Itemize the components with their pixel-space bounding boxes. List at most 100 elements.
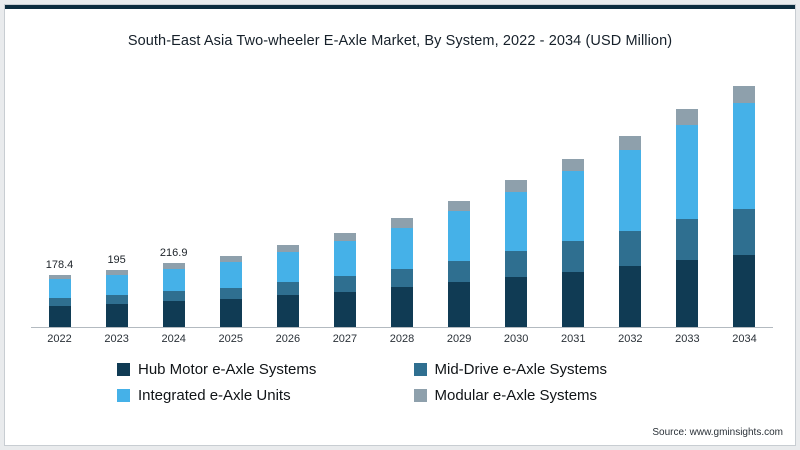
x-axis-label: 2032 <box>618 333 643 345</box>
legend-item[interactable]: Mid-Drive e-Axle Systems <box>413 361 701 378</box>
legend-swatch <box>117 363 130 376</box>
stacked-bar-2032[interactable] <box>619 135 642 327</box>
bar-segment <box>48 279 71 298</box>
bar-segment <box>276 295 299 327</box>
bar-segment <box>162 301 185 327</box>
bar-segment <box>676 124 699 220</box>
stacked-bar-2026[interactable] <box>276 244 299 327</box>
bar-segment <box>676 109 699 125</box>
bar-segment <box>219 255 242 263</box>
bar-segment <box>391 287 413 327</box>
bar-column <box>602 65 659 327</box>
bar-segment <box>48 297 71 306</box>
bar-segment <box>505 277 528 327</box>
stacked-bar-2029[interactable] <box>448 200 471 327</box>
source-text: Source: www.gminsights.com <box>652 427 783 438</box>
bar-column <box>716 65 773 327</box>
x-axis-label: 2025 <box>218 333 244 345</box>
stacked-bar-2030[interactable] <box>505 179 528 327</box>
bar-value-label: 178.4 <box>45 258 74 271</box>
stacked-bar-2022[interactable] <box>48 274 71 327</box>
bar-segment <box>733 102 756 210</box>
stacked-bar-2027[interactable] <box>333 232 356 327</box>
bar-column: 195 <box>88 65 145 327</box>
x-axis-labels: 2022 2023 2024 2025 2026 2027 2028 2029 2030 2031… <box>31 328 773 345</box>
stacked-bar-2025[interactable] <box>219 255 242 327</box>
bar-segment <box>562 158 585 172</box>
stacked-bar-2023[interactable] <box>105 269 128 327</box>
chart-card: South-East Asia Two-wheeler E-Axle Marke… <box>4 4 796 446</box>
bar-segment <box>333 291 356 327</box>
bar-value-label: 216.9 <box>159 247 188 260</box>
top-accent-bar <box>5 5 795 9</box>
chart-title: South-East Asia Two-wheeler E-Axle Marke… <box>127 33 673 49</box>
stacked-bar-2028[interactable] <box>391 218 413 327</box>
bar-segment <box>276 252 299 283</box>
bar-segment <box>562 271 585 327</box>
legend: Hub Motor e-Axle Systems Mid-Drive e-Axle… <box>117 361 700 404</box>
bar-value-label: 195 <box>107 253 126 266</box>
x-axis-label: 2022 <box>47 333 72 345</box>
legend-label: Mid-Drive e-Axle Systems <box>434 361 608 378</box>
bar-segment <box>48 274 71 280</box>
bar-segment <box>676 259 699 327</box>
legend-item[interactable]: Modular e-Axle Systems <box>413 387 701 404</box>
bar-segment <box>162 263 185 270</box>
legend-swatch <box>117 389 130 402</box>
x-axis-label: 2027 <box>332 333 358 345</box>
legend-item[interactable]: Integrated e-Axle Units <box>117 387 404 404</box>
bar-segment <box>276 282 299 296</box>
x-axis-label: 2028 <box>389 333 415 345</box>
bar-segment <box>505 191 528 252</box>
bar-segment <box>562 241 585 272</box>
bar-segment <box>733 86 756 103</box>
bar-segment <box>733 209 756 255</box>
bar-segment <box>733 254 756 327</box>
bar-segment <box>333 241 356 277</box>
x-axis-label: 2034 <box>732 333 757 345</box>
x-axis-label: 2026 <box>275 333 301 345</box>
bar-segment <box>505 179 528 192</box>
x-axis-label: 2023 <box>104 333 129 345</box>
bar-column <box>316 65 373 327</box>
bar-segment <box>448 260 471 283</box>
legend-item[interactable]: Hub Motor e-Axle Systems <box>117 361 404 378</box>
stacked-bar-2024[interactable] <box>162 263 185 327</box>
x-axis-label: 2029 <box>446 333 472 345</box>
bar-segment <box>276 244 299 253</box>
bar-segment <box>619 231 642 267</box>
bar-segment <box>448 211 471 261</box>
stacked-bar-2033[interactable] <box>676 109 699 327</box>
bar-segment <box>619 135 642 150</box>
bar-segment <box>48 305 71 327</box>
bar-segment <box>391 227 413 270</box>
x-axis-label: 2031 <box>561 333 586 345</box>
bar-segment <box>391 269 413 288</box>
bar-segment <box>162 291 185 302</box>
x-axis-label: 2024 <box>161 333 186 345</box>
x-axis-label: 2033 <box>675 333 700 345</box>
stacked-bar-2034[interactable] <box>733 86 756 327</box>
chart-area: 178.4 195 216.9 2022 2023 2024 2025 2026 2027 20… <box>31 65 773 345</box>
bar-segment <box>505 251 528 277</box>
bar-segment <box>219 299 242 327</box>
bar-column: 216.9 <box>145 65 202 327</box>
x-axis-label: 2030 <box>503 333 529 345</box>
bar-segment <box>448 200 471 212</box>
bar-segment <box>219 287 242 300</box>
legend-label: Integrated e-Axle Units <box>138 387 291 404</box>
bar-segment <box>333 276 356 292</box>
stacked-bar-2031[interactable] <box>562 158 585 327</box>
bars-row: 178.4 195 216.9 <box>31 65 773 328</box>
bar-segment <box>391 218 413 228</box>
bar-segment <box>676 219 699 260</box>
bar-column <box>545 65 602 327</box>
bar-segment <box>105 275 128 296</box>
bar-segment <box>105 269 128 276</box>
bar-column <box>488 65 545 327</box>
bar-column <box>202 65 259 327</box>
bar-column <box>259 65 316 327</box>
bar-column <box>431 65 488 327</box>
bar-segment <box>562 171 585 242</box>
bar-segment <box>619 149 642 232</box>
